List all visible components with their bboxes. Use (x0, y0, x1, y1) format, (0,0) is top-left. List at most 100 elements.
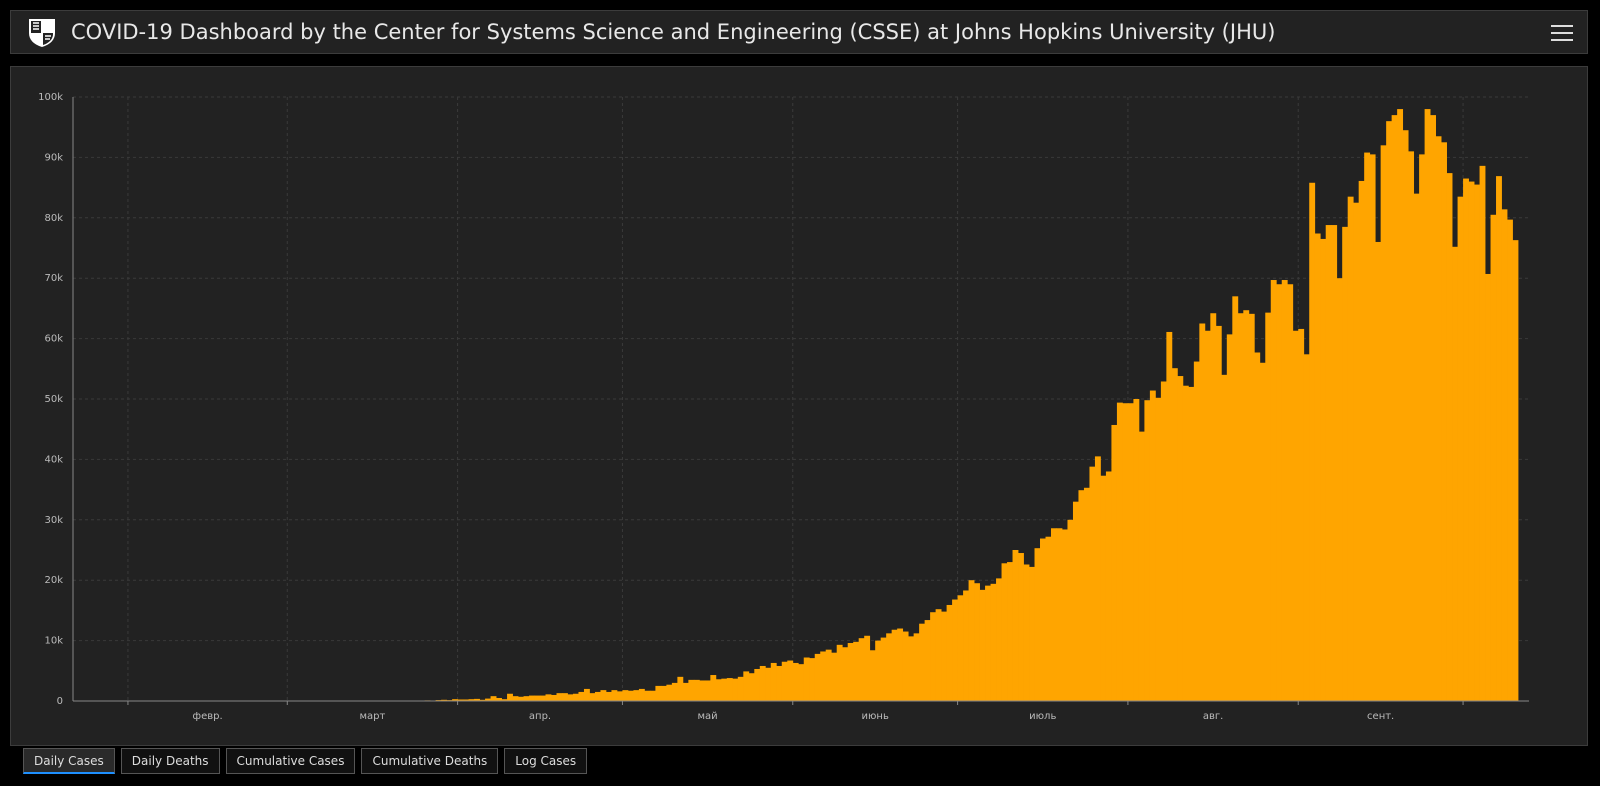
bar (930, 612, 937, 701)
bar (1111, 424, 1118, 701)
bar (1243, 310, 1250, 701)
bar (644, 690, 651, 701)
bar (1320, 238, 1327, 701)
bar (776, 665, 783, 701)
bar (1188, 386, 1195, 701)
bar (551, 694, 557, 701)
tab-log-cases[interactable]: Log Cases (504, 748, 588, 774)
bar (1122, 403, 1129, 701)
bar (1144, 400, 1151, 701)
tab-daily-deaths[interactable]: Daily Deaths (120, 748, 220, 774)
bar (1479, 165, 1486, 701)
bar (809, 658, 816, 701)
bar (1061, 529, 1068, 701)
bar (1254, 352, 1261, 701)
bar (952, 599, 958, 701)
y-tick-label: 40k (44, 454, 63, 465)
bar (485, 698, 491, 701)
bar (781, 661, 788, 701)
tab-cumulative-cases[interactable]: Cumulative Cases (225, 748, 356, 774)
bar (627, 690, 634, 701)
bar (1204, 330, 1211, 701)
bar (545, 694, 552, 701)
bar (836, 644, 843, 701)
bar (655, 685, 662, 701)
bar (1210, 313, 1217, 701)
y-tick-label: 0 (57, 696, 63, 707)
bar (1408, 151, 1415, 702)
bar (1155, 397, 1162, 701)
bar (1149, 390, 1156, 701)
bar (1309, 182, 1316, 701)
bar (512, 696, 519, 701)
bar (1386, 121, 1393, 701)
bar (518, 696, 524, 701)
bar (1171, 368, 1178, 701)
bar (1056, 528, 1063, 701)
bar (1430, 115, 1436, 701)
daily-cases-chart: 0 10k 20k 30k 40k 50k 60k 70k 80k 90k 100k февр. мар… (38, 92, 1529, 722)
y-tick-label: 80k (44, 213, 63, 224)
bar (721, 678, 728, 701)
bar (1259, 362, 1266, 701)
bar (1468, 181, 1475, 701)
bar (1072, 501, 1079, 701)
bar (902, 631, 909, 701)
bar (1166, 331, 1173, 701)
tab-cumulative-deaths[interactable]: Cumulative Deaths (361, 748, 499, 774)
bar (759, 665, 766, 701)
bar (1507, 219, 1513, 701)
bar (737, 676, 744, 701)
bar (1303, 354, 1310, 701)
x-tick-label: февр. (193, 711, 223, 722)
bar (474, 698, 480, 701)
bar (1138, 431, 1145, 701)
bar (1045, 536, 1052, 701)
bar (1419, 154, 1426, 701)
bar (523, 696, 530, 701)
bar (1452, 246, 1458, 702)
bar (452, 699, 459, 701)
bar (726, 678, 733, 701)
bar (1446, 173, 1453, 701)
bar (853, 641, 860, 701)
bar (463, 699, 469, 701)
bar (1474, 184, 1480, 701)
bar (1281, 280, 1288, 701)
y-tick-label: 10k (44, 636, 63, 647)
bar (1182, 385, 1189, 701)
bar (1347, 196, 1354, 701)
bar (908, 636, 915, 701)
x-tick-label: июнь (861, 711, 888, 722)
bar (1040, 538, 1046, 701)
bar (1001, 563, 1008, 701)
bar (682, 682, 689, 701)
y-tick-label: 60k (44, 334, 63, 345)
bar (561, 693, 568, 701)
bar (1496, 176, 1502, 701)
bar (1380, 145, 1387, 701)
bar (1314, 233, 1321, 701)
bar (864, 635, 871, 701)
bar (710, 675, 717, 701)
bar (913, 633, 920, 701)
hamburger-menu-icon[interactable] (1551, 22, 1573, 42)
bar (1463, 178, 1469, 701)
bar (798, 664, 805, 701)
jhu-shield-logo-icon (29, 19, 55, 47)
bar (1270, 280, 1277, 701)
bar (1501, 209, 1508, 701)
bar (1358, 180, 1365, 701)
bar (1034, 548, 1041, 701)
bar (825, 649, 832, 701)
y-tick-label: 20k (44, 575, 63, 586)
bar (441, 699, 448, 701)
bar (787, 660, 794, 701)
bar (985, 585, 991, 701)
tab-daily-cases[interactable]: Daily Cases (23, 748, 115, 774)
bar (963, 590, 969, 701)
bar (831, 652, 838, 701)
bar (1133, 399, 1140, 701)
y-tick-label: 50k (44, 394, 63, 405)
bar (1007, 562, 1013, 701)
